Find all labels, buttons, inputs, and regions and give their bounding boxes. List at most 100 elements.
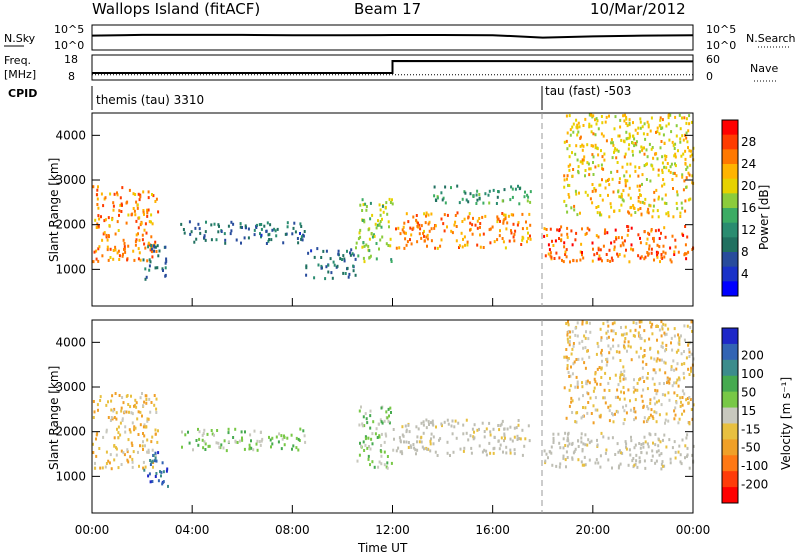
heatmap-cell — [651, 449, 654, 453]
heatmap-cell — [430, 239, 433, 243]
heatmap-cell — [646, 251, 649, 254]
heatmap-cell — [252, 448, 255, 452]
heatmap-cell — [652, 417, 655, 420]
heatmap-cell — [675, 381, 678, 385]
heatmap-cell — [475, 202, 478, 205]
heatmap-cell — [572, 344, 575, 348]
heatmap-cell — [669, 461, 672, 465]
heatmap-cell — [661, 345, 664, 349]
heatmap-cell — [504, 246, 507, 250]
heatmap-cell — [406, 240, 409, 244]
heatmap-cell — [227, 224, 230, 228]
power-bar-swatch — [722, 120, 738, 136]
heatmap-cell — [247, 236, 250, 240]
heatmap-cell — [656, 357, 659, 361]
heatmap-cell — [660, 256, 663, 260]
heatmap-cell — [423, 212, 426, 216]
heatmap-cell — [151, 435, 154, 439]
heatmap-cell — [567, 330, 570, 333]
heatmap-cell — [663, 226, 666, 230]
heatmap-cell — [292, 444, 295, 448]
heatmap-cell — [458, 244, 461, 248]
heatmap-cell — [98, 217, 101, 221]
heatmap-cell — [657, 449, 660, 453]
heatmap-cell — [424, 221, 427, 225]
heatmap-cell — [656, 130, 659, 134]
heatmap-cell — [600, 348, 603, 352]
heatmap-cell — [635, 321, 638, 325]
heatmap-cell — [612, 143, 615, 147]
heatmap-cell — [661, 184, 664, 188]
heatmap-cell — [421, 445, 424, 449]
heatmap-cell — [446, 440, 449, 444]
heatmap-cell — [337, 249, 340, 253]
heatmap-cell — [681, 389, 684, 393]
heatmap-cell — [98, 447, 101, 450]
heatmap-cell — [562, 456, 565, 460]
heatmap-cell — [496, 195, 499, 199]
heatmap-cell — [371, 432, 374, 436]
heatmap-cell — [611, 322, 614, 326]
heatmap-cell — [352, 264, 355, 268]
cpid-label: CPID — [8, 87, 37, 100]
heatmap-cell — [206, 432, 209, 436]
heatmap-cell — [393, 437, 395, 441]
heatmap-cell — [521, 227, 524, 231]
heatmap-cell — [602, 167, 605, 171]
heatmap-cell — [661, 155, 664, 159]
heatmap-cell — [664, 251, 667, 255]
heatmap-cell — [112, 204, 115, 208]
heatmap-cell — [612, 344, 615, 348]
heatmap-cell — [235, 238, 238, 242]
power-bar-tick: 8 — [741, 245, 749, 259]
heatmap-cell — [646, 132, 649, 136]
heatmap-cell — [659, 146, 662, 150]
heatmap-cell — [650, 251, 653, 255]
heatmap-cell — [365, 417, 368, 421]
heatmap-cell — [653, 410, 656, 414]
heatmap-cell — [198, 227, 201, 231]
heatmap-cell — [513, 239, 516, 243]
heatmap-cell — [631, 149, 634, 153]
heatmap-cell — [461, 220, 464, 223]
heatmap-cell — [248, 443, 251, 447]
heatmap-cell — [388, 414, 390, 418]
heatmap-cell — [673, 334, 676, 338]
velocity-bar-swatch — [722, 359, 738, 377]
heatmap-cell — [684, 149, 687, 153]
heatmap-cell — [606, 360, 609, 364]
heatmap-cell — [165, 259, 168, 263]
heatmap-cell — [482, 232, 485, 236]
heatmap-cell — [471, 232, 474, 236]
heatmap-cell — [668, 398, 671, 402]
heatmap-cell — [123, 245, 126, 249]
heatmap-cell — [632, 386, 635, 390]
heatmap-cell — [120, 449, 123, 453]
heatmap-cell — [579, 258, 582, 262]
heatmap-cell — [592, 247, 594, 251]
heatmap-cell — [483, 435, 486, 439]
heatmap-cell — [529, 237, 532, 241]
heatmap-cell — [469, 192, 472, 196]
heatmap-cell — [373, 465, 376, 469]
heatmap-cell — [503, 439, 505, 443]
heatmap-cell — [107, 216, 110, 220]
heatmap-cell — [677, 450, 680, 454]
heatmap-cell — [479, 225, 481, 229]
heatmap-cell — [617, 190, 620, 194]
heatmap-cell — [599, 213, 601, 217]
heatmap-cell — [619, 244, 622, 248]
heatmap-cell — [236, 441, 239, 444]
heatmap-cell — [253, 233, 256, 237]
heatmap-cell — [680, 462, 683, 466]
heatmap-cell — [434, 224, 437, 228]
heatmap-cell — [441, 198, 444, 202]
heatmap-cell — [655, 152, 658, 156]
heatmap-cell — [154, 428, 157, 432]
heatmap-cell — [361, 219, 364, 222]
heatmap-cell — [397, 226, 400, 230]
heatmap-cell — [392, 428, 395, 431]
heatmap-cell — [488, 228, 491, 232]
heatmap-cell — [398, 246, 401, 250]
heatmap-cell — [634, 416, 637, 420]
